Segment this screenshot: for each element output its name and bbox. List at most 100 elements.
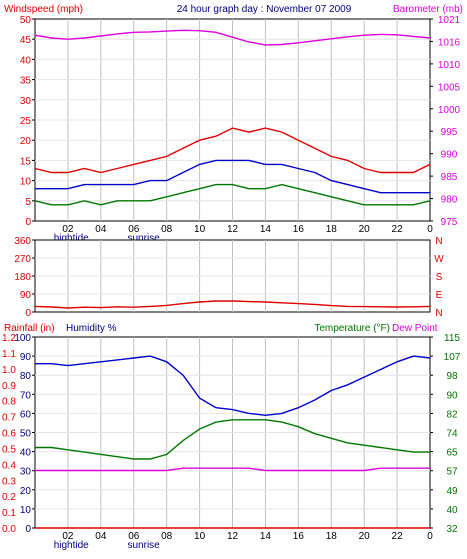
wind-hour-label: 14 xyxy=(260,224,272,235)
temperature-axis-label: Temperature (°F) xyxy=(314,323,390,334)
windspeed-left-tick-label: 35 xyxy=(20,76,32,87)
rainfall-tick-label: 0.2 xyxy=(2,492,16,503)
windspeed-left-tick-label: 30 xyxy=(20,96,32,107)
windspeed-left-tick-label: 25 xyxy=(20,116,32,127)
temperature-right-tick-label: 65 xyxy=(446,448,458,459)
windspeed-left-tick-label: 45 xyxy=(20,35,32,46)
temperature-right-tick-label: 32 xyxy=(446,524,458,535)
humidity-tick-label: 90 xyxy=(20,352,32,363)
direction-compass-label: S xyxy=(436,272,443,283)
barometer-right-tick-label: 1010 xyxy=(438,60,461,71)
climate-hour-label: 16 xyxy=(293,531,305,542)
barometer-axis-label: Barometer (mb) xyxy=(393,4,463,15)
direction-left-tick-label: 270 xyxy=(14,254,31,265)
humidity-axis-label: Humidity % xyxy=(66,323,117,334)
wind-hour-label: 20 xyxy=(359,224,371,235)
wind-hour-label: 02 xyxy=(62,224,74,235)
climate-series-dewpoint xyxy=(35,467,430,472)
temperature-right-tick-label: 98 xyxy=(446,371,458,382)
rainfall-tick-label: 0.3 xyxy=(2,476,16,487)
humidity-tick-label: 100 xyxy=(14,333,31,344)
rainfall-tick-label: 1.1 xyxy=(2,349,16,360)
humidity-tick-label: 0 xyxy=(25,524,31,535)
climate-event-hightide: hightide xyxy=(54,540,89,551)
humidity-tick-label: 60 xyxy=(20,409,32,420)
wind-series-speed xyxy=(35,159,430,194)
wind-hour-label: 08 xyxy=(161,224,173,235)
temperature-right-tick-label: 90 xyxy=(446,390,458,401)
climate-hour-label: 18 xyxy=(326,531,338,542)
wind-hour-label: 12 xyxy=(227,224,239,235)
humidity-tick-label: 10 xyxy=(20,505,32,516)
barometer-right-tick-label: 980 xyxy=(441,195,458,206)
temperature-right-tick-label: 40 xyxy=(446,505,458,516)
wind-hour-label: 18 xyxy=(326,224,338,235)
wind-series-direction_avg xyxy=(34,183,431,206)
wind-hour-label: 0 xyxy=(427,224,433,235)
climate-hour-label: 14 xyxy=(260,531,272,542)
wind-hour-label: 04 xyxy=(95,224,107,235)
direction-left-tick-label: 90 xyxy=(20,290,32,301)
rainfall-tick-label: 0.9 xyxy=(2,381,16,392)
climate-hour-label: 08 xyxy=(161,531,173,542)
dewpoint-axis-label: Dew Point xyxy=(392,323,438,334)
direction-left-tick-label: 0 xyxy=(25,308,31,319)
temperature-right-tick-label: 49 xyxy=(446,486,458,497)
rainfall-tick-label: 0.8 xyxy=(2,397,16,408)
wind-event-sunrise: sunrise xyxy=(128,233,161,244)
rainfall-tick-label: 0.6 xyxy=(2,429,16,440)
barometer-right-tick-label: 995 xyxy=(441,127,458,138)
direction-compass-label: N xyxy=(435,236,442,247)
wind-series-barometer xyxy=(34,29,431,46)
climate-hour-label: 04 xyxy=(95,531,107,542)
humidity-tick-label: 80 xyxy=(20,371,32,382)
barometer-right-tick-label: 1016 xyxy=(438,37,461,48)
climate-hour-label: 06 xyxy=(128,531,140,542)
rainfall-tick-label: 0.0 xyxy=(2,524,16,535)
humidity-tick-label: 70 xyxy=(20,390,32,401)
climate-event-sunrise: sunrise xyxy=(128,540,161,551)
barometer-right-tick-label: 975 xyxy=(441,217,458,228)
wind-hour-label: 10 xyxy=(194,224,206,235)
rainfall-tick-label: 1.2 xyxy=(2,333,16,344)
climate-hour-label: 02 xyxy=(62,531,74,542)
windspeed-left-tick-label: 15 xyxy=(20,156,32,167)
rainfall-tick-label: 0.4 xyxy=(2,460,16,471)
humidity-tick-label: 30 xyxy=(20,467,32,478)
windspeed-left-tick-label: 0 xyxy=(25,217,31,228)
climate-hour-label: 22 xyxy=(392,531,404,542)
wind-hour-label: 06 xyxy=(128,224,140,235)
wind-event-hightide: hightide xyxy=(54,233,89,244)
wind-hour-label: 22 xyxy=(392,224,404,235)
climate-hour-label: 10 xyxy=(194,531,206,542)
windspeed-left-tick-label: 40 xyxy=(20,55,32,66)
temperature-right-tick-label: 74 xyxy=(446,429,458,440)
direction-left-tick-label: 360 xyxy=(14,236,31,247)
rainfall-tick-label: 0.5 xyxy=(2,444,16,455)
windspeed-left-tick-label: 20 xyxy=(20,136,32,147)
climate-series-humidity xyxy=(35,355,431,417)
temperature-right-tick-label: 115 xyxy=(444,333,460,344)
rainfall-tick-label: 0.1 xyxy=(2,508,16,519)
direction-compass-label: E xyxy=(436,290,443,301)
climate-hour-label: 0 xyxy=(427,531,433,542)
wind-hour-label: 16 xyxy=(293,224,305,235)
barometer-right-tick-label: 1000 xyxy=(438,105,461,116)
humidity-tick-label: 20 xyxy=(20,486,32,497)
windspeed-axis-label: Windspeed (mph) xyxy=(4,4,83,15)
rainfall-tick-label: 1.0 xyxy=(2,365,16,376)
humidity-tick-label: 40 xyxy=(20,448,32,459)
rainfall-axis-label: Rainfall (in) xyxy=(4,323,55,334)
chart-title: 24 hour graph day : November 07 2009 xyxy=(177,4,352,15)
temperature-right-tick-label: 57 xyxy=(446,467,458,478)
windspeed-left-tick-label: 50 xyxy=(20,15,32,26)
direction-left-tick-label: 180 xyxy=(14,272,31,283)
barometer-right-tick-label: 985 xyxy=(441,172,458,183)
temperature-right-tick-label: 82 xyxy=(446,409,458,420)
barometer-right-tick-label: 1021 xyxy=(438,15,461,26)
climate-hour-label: 20 xyxy=(359,531,371,542)
barometer-right-tick-label: 1005 xyxy=(438,82,461,93)
climate-hour-label: 12 xyxy=(227,531,239,542)
